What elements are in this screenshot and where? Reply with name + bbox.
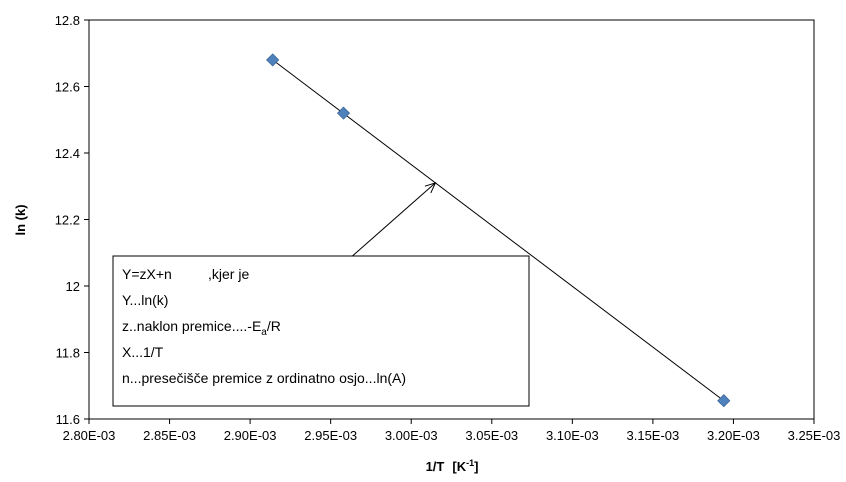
annotation-line-1-right: ,kjer je — [208, 266, 249, 282]
annotation-line-4: X...1/T — [122, 344, 164, 360]
annotation-line-1-left: Y=zX+n — [122, 266, 172, 282]
x-axis-title-unit-close: ] — [474, 459, 478, 474]
x-tick-label: 3.20E-03 — [707, 428, 760, 443]
data-points — [266, 53, 731, 408]
trendline — [272, 59, 725, 402]
y-tick-label: 11.8 — [56, 346, 80, 361]
y-tick-label: 12.6 — [55, 80, 80, 95]
x-axis-ticks: 2.80E-03 2.85E-03 2.90E-03 2.95E-03 3.00E-03… — [63, 419, 841, 443]
x-tick-label: 2.90E-03 — [224, 428, 277, 443]
x-axis-title-main: 1/T — [426, 459, 445, 474]
annotation-line-3: z..naklon premice....-Ea/R — [122, 318, 281, 338]
annotation-line-3-post: /R — [267, 318, 281, 334]
y-axis-ticks: 11.6 11.8 12 12.2 12.4 12.6 12.8 — [55, 13, 89, 427]
annotation-arrow-head — [424, 182, 437, 194]
y-tick-label: 12.8 — [55, 13, 80, 28]
y-tick-label: 11.6 — [56, 412, 80, 427]
x-axis-title: 1/T [K-1] — [426, 458, 479, 474]
y-axis-title: ln (k) — [13, 204, 28, 235]
x-tick-label: 2.80E-03 — [63, 428, 116, 443]
annotation-line-3-pre: z..naklon premice....-E — [122, 318, 261, 334]
data-point — [717, 394, 731, 408]
annotation-line-3-sub: a — [261, 327, 267, 338]
x-tick-label: 2.85E-03 — [143, 428, 196, 443]
x-tick-label: 3.10E-03 — [546, 428, 599, 443]
x-tick-label: 3.25E-03 — [788, 428, 841, 443]
data-point — [266, 53, 280, 67]
annotation-line-2: Y...ln(k) — [122, 292, 168, 308]
x-axis-title-unit-exp: -1 — [466, 458, 474, 468]
x-tick-label: 2.95E-03 — [304, 428, 357, 443]
y-tick-label: 12.4 — [55, 146, 80, 161]
y-tick-label: 12.2 — [55, 213, 80, 228]
annotation-line-5: n...presečišče premice z ordinatno osjo.… — [122, 370, 406, 386]
data-point — [336, 106, 351, 120]
y-tick-label: 12 — [66, 279, 80, 294]
x-tick-label: 3.15E-03 — [627, 428, 680, 443]
annotation-box — [112, 255, 530, 407]
x-axis-title-unit: [K — [452, 459, 466, 474]
x-tick-label: 3.05E-03 — [465, 428, 518, 443]
x-tick-label: 3.00E-03 — [385, 428, 438, 443]
